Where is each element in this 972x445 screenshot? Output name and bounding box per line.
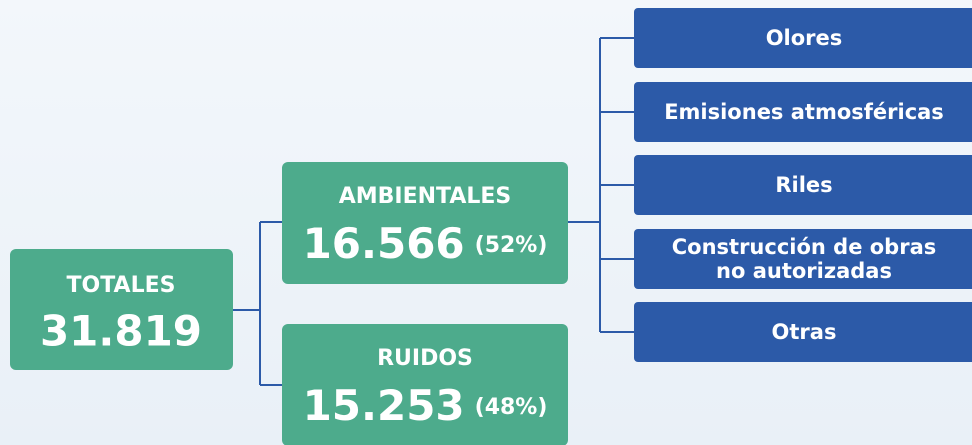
totals-label: TOTALES	[67, 273, 176, 298]
category-label: Emisiones atmosféricas	[664, 100, 944, 124]
category-label: Otras	[772, 320, 837, 344]
connector	[568, 37, 634, 333]
connector	[233, 221, 282, 386]
category-box	[634, 82, 972, 142]
totals-value: 31.819	[40, 307, 202, 356]
branch-box	[282, 324, 568, 445]
branch-value: 16.566	[303, 219, 465, 268]
category-label: Construcción de obras	[672, 235, 937, 259]
category-box	[634, 8, 972, 68]
category-label: Olores	[766, 26, 843, 50]
branch-share: (52%)	[475, 233, 548, 258]
branch-value: 15.253	[303, 381, 465, 430]
branch-label: AMBIENTALES	[339, 184, 512, 209]
branch-value-line: 15.253 (48%)	[303, 381, 548, 430]
category-label: Riles	[775, 173, 832, 197]
totals-box	[10, 249, 233, 370]
branch-value-line: 16.566 (52%)	[303, 219, 548, 268]
category-box	[634, 155, 972, 215]
category-box	[634, 229, 972, 289]
branch-box	[282, 162, 568, 284]
category-box	[634, 302, 972, 362]
branch-label: RUIDOS	[377, 346, 473, 371]
category-label: no autorizadas	[716, 259, 892, 283]
branch-share: (48%)	[475, 395, 548, 420]
